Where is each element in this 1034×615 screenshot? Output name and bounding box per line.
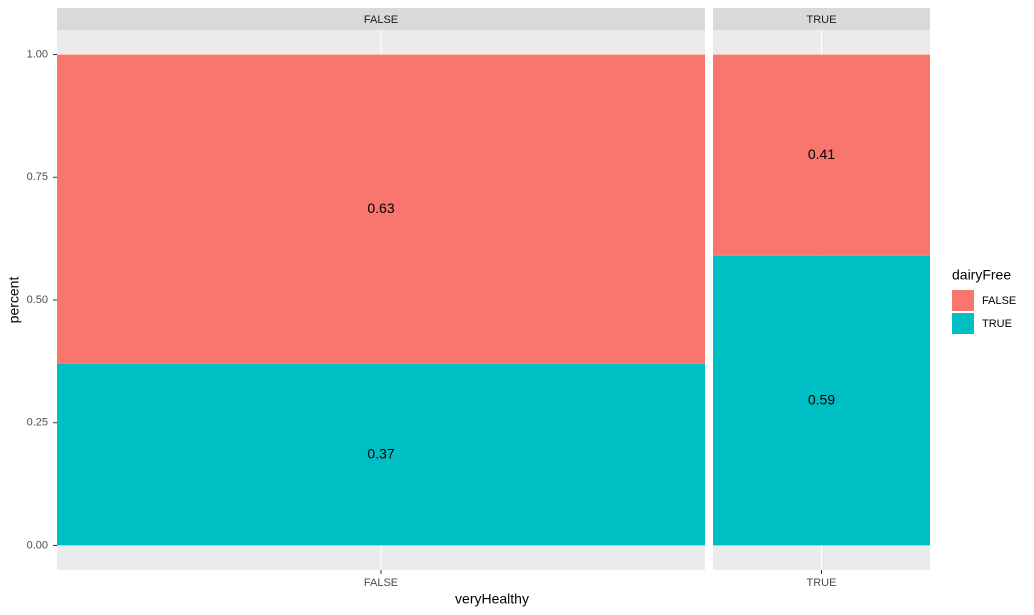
bar-segment bbox=[57, 54, 705, 364]
facet-strip bbox=[57, 8, 705, 30]
y-tick-label: 0.25 bbox=[27, 417, 48, 429]
data-label: 0.59 bbox=[808, 391, 835, 407]
data-label: 0.41 bbox=[808, 146, 835, 162]
facet-label: FALSE bbox=[364, 14, 398, 26]
y-tick-label: 0.50 bbox=[27, 294, 48, 306]
legend-label: TRUE bbox=[982, 318, 1012, 330]
y-tick-label: 0.00 bbox=[27, 539, 48, 551]
y-tick-label: 0.75 bbox=[27, 171, 48, 183]
bar-segment bbox=[713, 255, 930, 546]
bar-segment bbox=[713, 54, 930, 256]
legend-title: dairyFree bbox=[952, 267, 1011, 283]
x-tick-label: TRUE bbox=[807, 577, 837, 589]
x-axis-title: veryHealthy bbox=[455, 591, 529, 607]
y-axis-title: percent bbox=[6, 277, 22, 324]
x-tick-label: FALSE bbox=[364, 577, 398, 589]
legend-key bbox=[952, 313, 974, 334]
data-label: 0.63 bbox=[367, 200, 394, 216]
facet-label: TRUE bbox=[807, 14, 837, 26]
legend-key bbox=[952, 290, 974, 311]
facet-strip bbox=[713, 8, 930, 30]
bar-segment bbox=[57, 363, 705, 546]
legend-label: FALSE bbox=[982, 295, 1016, 307]
y-tick-label: 1.00 bbox=[27, 48, 48, 60]
data-label: 0.37 bbox=[367, 445, 394, 461]
